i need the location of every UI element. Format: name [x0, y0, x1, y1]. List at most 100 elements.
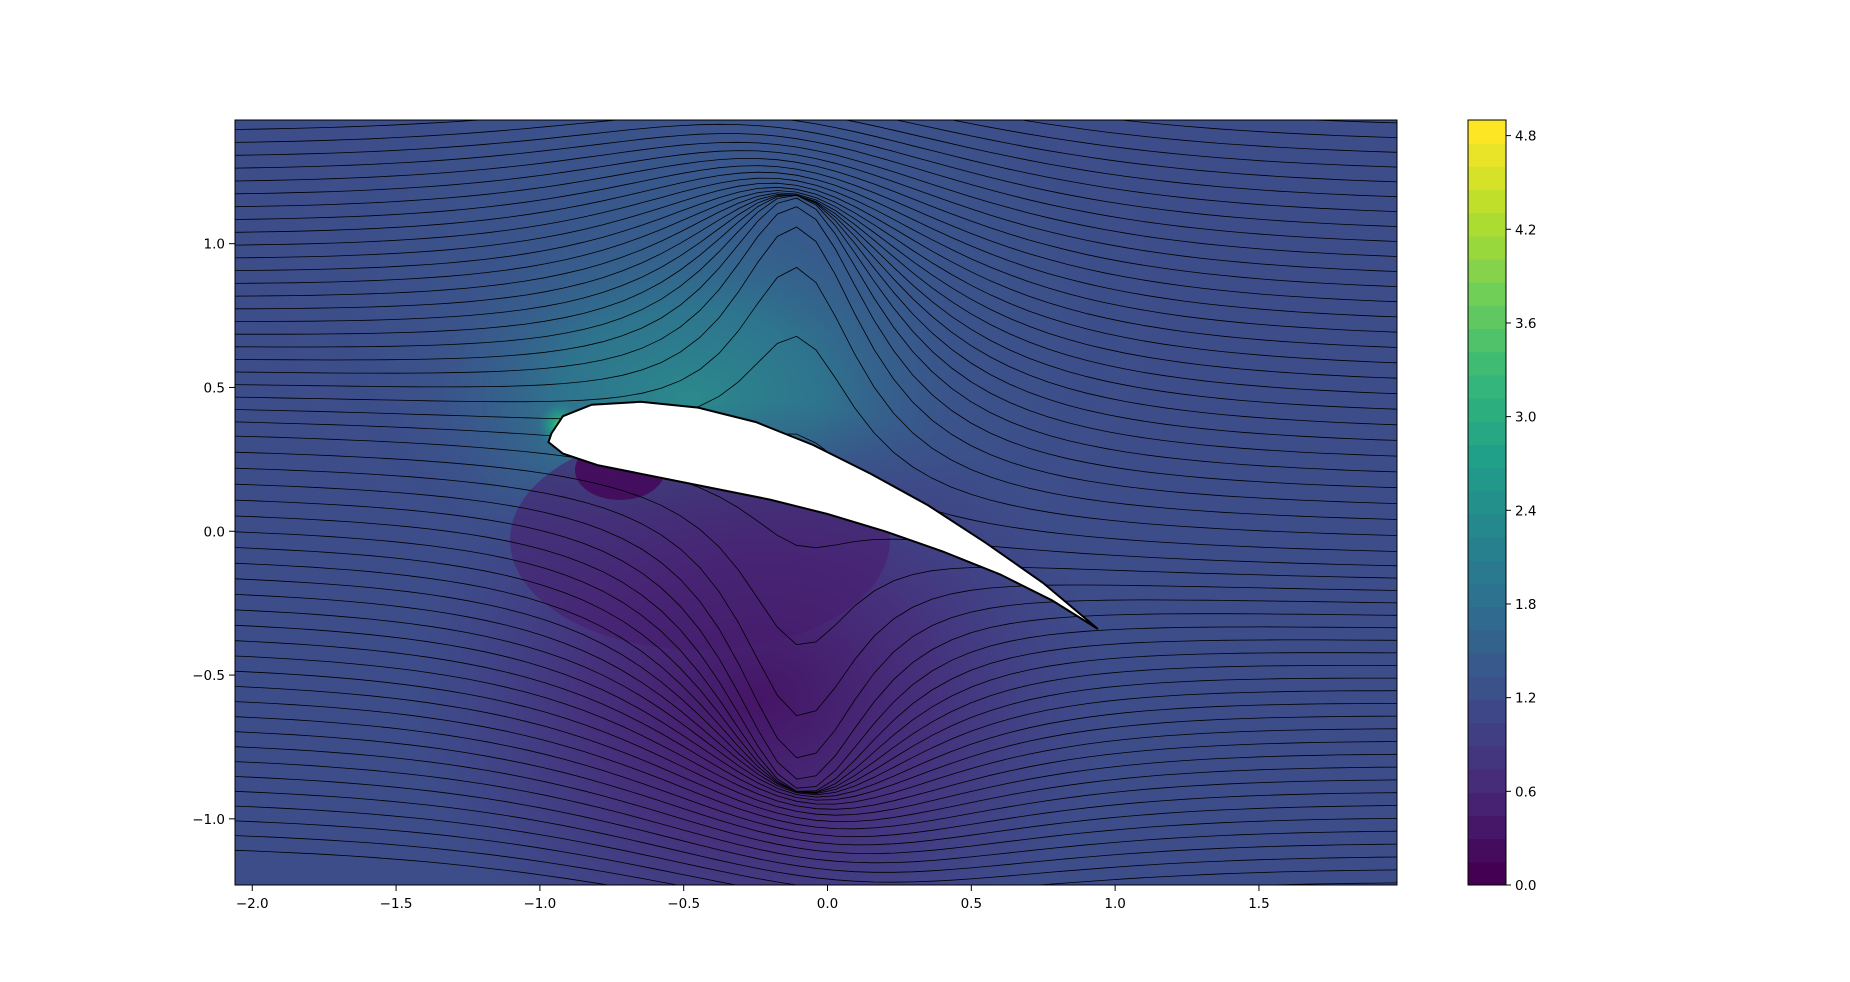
streamline	[235, 731, 1397, 846]
colorbar-band	[1468, 745, 1506, 770]
colorbar-band	[1468, 490, 1506, 515]
colorbar-tick-label: 2.4	[1515, 503, 1536, 519]
colorbar-tick-label: 1.2	[1515, 691, 1536, 707]
colorbar-band	[1468, 769, 1506, 793]
streamline	[235, 123, 1397, 227]
streamline	[235, 483, 1397, 759]
streamline	[235, 849, 611, 885]
streamline	[235, 609, 1397, 798]
streamline	[235, 776, 1397, 873]
streamline	[1117, 120, 1397, 138]
colorbar-band	[1468, 514, 1506, 538]
plot-frame	[234, 119, 1398, 886]
streamline	[235, 141, 1397, 257]
streamline	[235, 594, 1397, 796]
y-tick-label: 0.0	[204, 524, 225, 540]
streamline	[235, 820, 1397, 885]
x-tick-label: 0.5	[961, 896, 982, 912]
streamline	[235, 190, 1397, 379]
colorbar-band	[1468, 560, 1506, 585]
streamline	[235, 226, 1397, 504]
colorbar-band	[1468, 421, 1506, 446]
streamline	[235, 451, 1397, 646]
colorbar-band	[1468, 815, 1506, 840]
colorbar-band	[1468, 212, 1506, 237]
x-axis: −2.0 −1.5 −1.0 −0.5 0.0 0.5 1.0 1.5	[236, 885, 1270, 912]
streamline	[235, 547, 1397, 793]
colorbar-tick-label: 3.6	[1515, 316, 1536, 332]
streamline	[235, 499, 1397, 780]
streamline	[235, 701, 1397, 830]
colorbar-tick-label: 4.2	[1515, 222, 1536, 238]
y-tick-label: 0.5	[204, 380, 225, 396]
streamline	[235, 640, 1397, 805]
colorbar-band	[1468, 351, 1506, 376]
streamline	[235, 335, 1397, 536]
colorbar-ticks: 0.0 0.6 1.2 1.8 2.4 3.0 3.6 4.2 4.8	[1506, 129, 1536, 894]
streamline	[235, 150, 1397, 272]
colorbar-band	[1468, 235, 1506, 260]
colorbar-band	[1468, 861, 1506, 886]
streamline	[1306, 120, 1397, 124]
y-tick-label: 1.0	[204, 237, 225, 253]
streamline	[235, 624, 1397, 801]
x-tick-label: −1.5	[380, 896, 413, 912]
colorbar-band	[1468, 328, 1506, 353]
colorbar-band	[1468, 467, 1506, 492]
streamline	[235, 171, 1397, 318]
streamline	[235, 197, 1397, 473]
colorbar-band	[1468, 630, 1506, 654]
streamline	[235, 531, 1397, 792]
colorbar-frame	[1467, 119, 1507, 886]
y-axis: 1.0 0.5 0.0 −0.5 −1.0	[192, 237, 235, 828]
colorbar-bands	[1468, 120, 1506, 886]
streamline	[235, 133, 1397, 242]
colorbar-band	[1468, 398, 1506, 422]
streamline	[235, 761, 1397, 864]
x-tick-label: 0.0	[817, 896, 838, 912]
streamline	[235, 435, 1397, 567]
streamline	[235, 578, 1397, 795]
colorbar-band	[1468, 699, 1506, 724]
colorbar-band	[1468, 189, 1506, 214]
x-tick-label: 1.5	[1248, 896, 1269, 912]
streamline	[235, 192, 1397, 395]
colorbar-band	[1468, 305, 1506, 330]
streamline	[950, 120, 1397, 168]
streamline	[235, 40, 1397, 108]
colorbar-band	[1468, 282, 1506, 306]
streamline	[235, 686, 1397, 823]
streamline	[235, 206, 1397, 489]
colorbar-band	[1468, 166, 1506, 191]
colorbar-band	[1468, 120, 1506, 144]
streamline	[235, 194, 1397, 441]
colorbar-tick-label: 0.0	[1515, 878, 1536, 894]
colorbar-band	[1468, 676, 1506, 701]
streamline	[235, 655, 1397, 810]
x-tick-label: 1.0	[1104, 896, 1125, 912]
colorbar-band	[1468, 537, 1506, 561]
streamline	[235, 790, 1397, 883]
colorbar-tick-label: 0.6	[1515, 784, 1536, 800]
colorbar-band	[1468, 259, 1506, 283]
streamline	[235, 805, 1397, 885]
streamline	[235, 194, 1397, 410]
streamline	[235, 467, 1397, 717]
colorbar-band	[1468, 792, 1506, 816]
streamline	[235, 746, 1397, 855]
streamline	[235, 177, 1397, 333]
streamline	[235, 835, 680, 885]
streamline	[235, 186, 1397, 364]
y-tick-label: −0.5	[192, 668, 225, 684]
streamline	[235, 562, 1397, 794]
streamline	[235, 120, 1397, 198]
x-tick-label: −0.5	[667, 896, 700, 912]
streamline	[235, 194, 1397, 426]
colorbar-band	[1468, 653, 1506, 677]
streamline	[235, 120, 1397, 212]
colorbar-band	[1468, 444, 1506, 469]
streamline	[235, 515, 1397, 789]
plot-area	[235, 40, 1397, 885]
airfoil	[547, 400, 1099, 630]
